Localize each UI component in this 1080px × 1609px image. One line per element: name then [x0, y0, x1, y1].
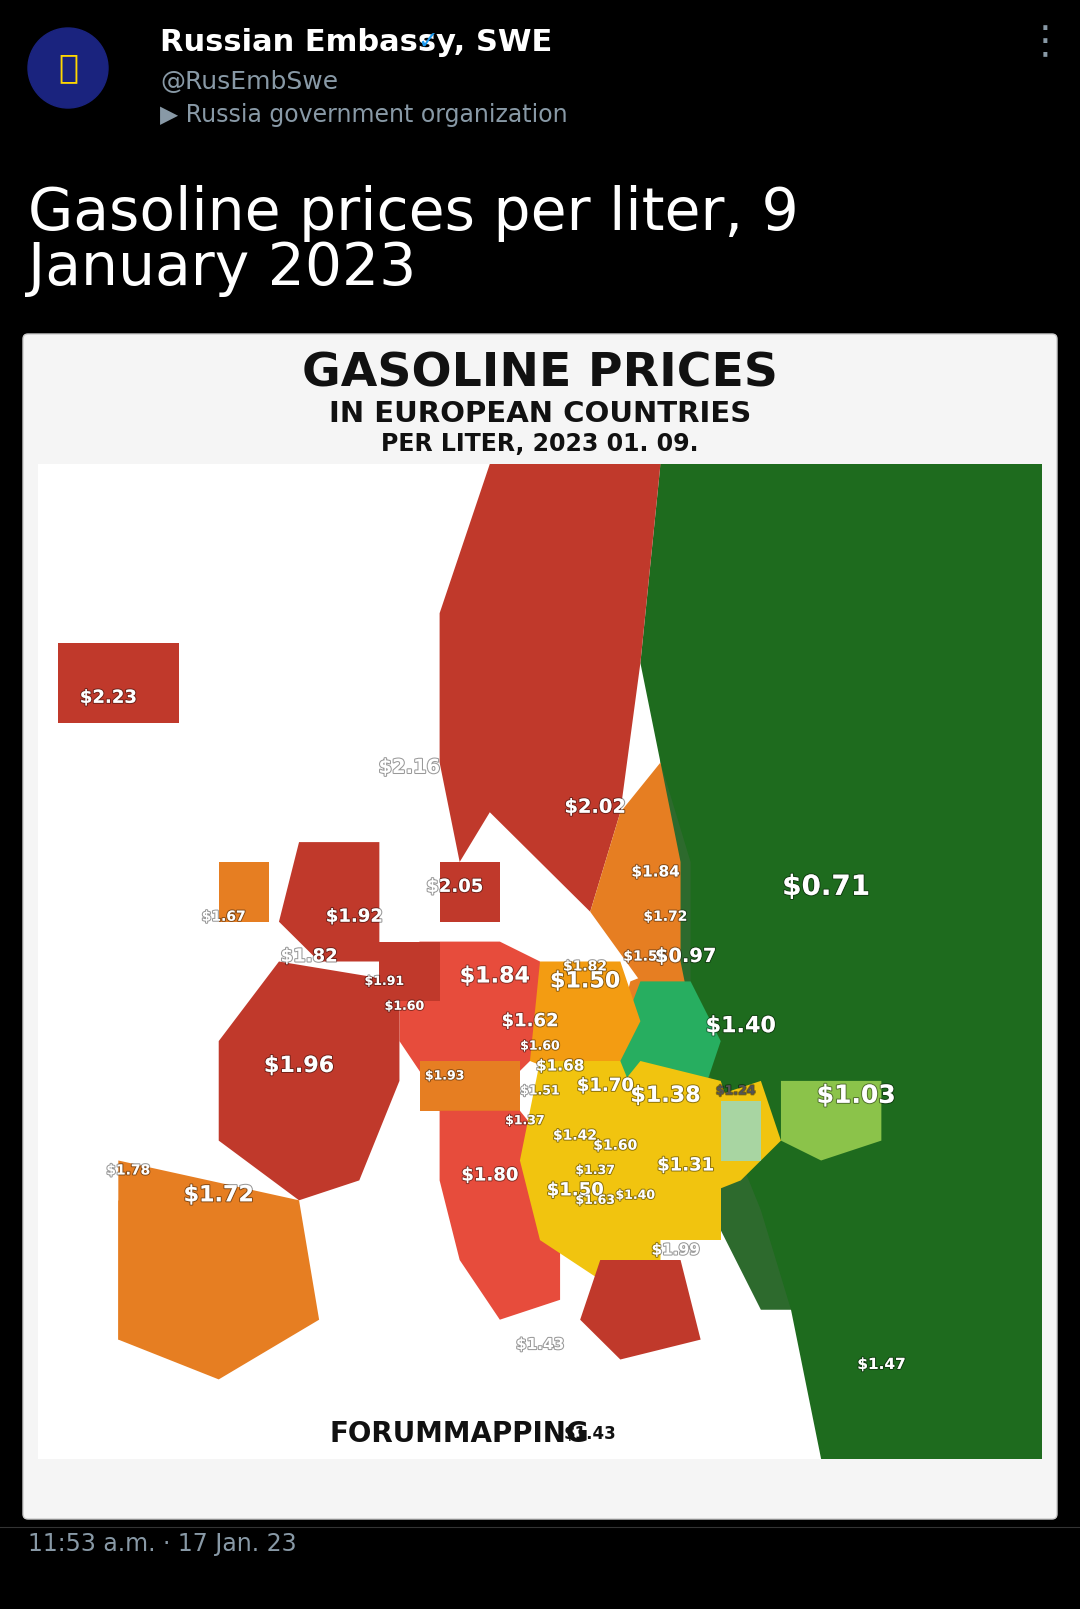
Text: $1.82: $1.82 — [563, 959, 607, 973]
Text: $2.16: $2.16 — [379, 758, 441, 777]
Text: $1.40: $1.40 — [616, 1189, 656, 1202]
Text: $1.91: $1.91 — [365, 975, 404, 988]
Text: ⋮: ⋮ — [1026, 23, 1065, 61]
Polygon shape — [219, 962, 400, 1200]
Text: January 2023: January 2023 — [28, 240, 416, 298]
Text: $1.50: $1.50 — [546, 1181, 604, 1199]
Text: $1.40: $1.40 — [705, 1017, 777, 1036]
Polygon shape — [58, 644, 178, 722]
Text: $1.47: $1.47 — [858, 1356, 905, 1372]
Polygon shape — [119, 1200, 199, 1340]
Polygon shape — [600, 1081, 781, 1200]
Text: $1.24: $1.24 — [716, 1084, 756, 1097]
Text: IN EUROPEAN COUNTRIES: IN EUROPEAN COUNTRIES — [329, 401, 751, 428]
Polygon shape — [580, 1260, 701, 1360]
Text: $1.63: $1.63 — [576, 1194, 615, 1207]
Text: $2.23: $2.23 — [80, 689, 137, 706]
Polygon shape — [440, 862, 500, 922]
Text: $1.03: $1.03 — [816, 1084, 896, 1109]
Polygon shape — [379, 941, 440, 1001]
Polygon shape — [510, 962, 640, 1081]
Text: 11:53 a.m. · 17 Jan. 23: 11:53 a.m. · 17 Jan. 23 — [28, 1532, 297, 1556]
Polygon shape — [781, 1081, 881, 1160]
Text: ▶ Russia government organization: ▶ Russia government organization — [160, 103, 568, 127]
Polygon shape — [519, 1060, 661, 1279]
Text: ✓: ✓ — [410, 31, 438, 55]
Text: 🦅: 🦅 — [58, 51, 78, 85]
Text: $1.92: $1.92 — [326, 907, 382, 925]
Text: $1.80: $1.80 — [461, 1167, 518, 1184]
Text: $1.84: $1.84 — [460, 967, 530, 986]
Text: PER LITER, 2023 01. 09.: PER LITER, 2023 01. 09. — [381, 431, 699, 455]
Text: $0.97: $0.97 — [654, 948, 716, 965]
Text: $1.37: $1.37 — [505, 1113, 544, 1128]
Polygon shape — [440, 463, 661, 912]
Text: Gasoline prices per liter, 9: Gasoline prices per liter, 9 — [28, 185, 799, 241]
Text: $1.51: $1.51 — [521, 1084, 559, 1097]
Text: $1.43: $1.43 — [516, 1337, 564, 1352]
Polygon shape — [640, 463, 1042, 1459]
Text: $1.42: $1.42 — [553, 1128, 597, 1142]
Text: $1.31: $1.31 — [657, 1157, 714, 1175]
Text: $1.50: $1.50 — [550, 972, 620, 991]
Circle shape — [28, 27, 108, 108]
Polygon shape — [661, 463, 1042, 1310]
Text: $1.78: $1.78 — [106, 1163, 150, 1178]
Text: $2.02: $2.02 — [565, 798, 626, 817]
Polygon shape — [610, 981, 720, 1101]
Polygon shape — [419, 1060, 519, 1110]
Polygon shape — [279, 842, 379, 962]
Text: $2.05: $2.05 — [427, 879, 483, 896]
Polygon shape — [440, 1110, 561, 1319]
Text: $1.67: $1.67 — [202, 909, 246, 924]
Text: $1.70: $1.70 — [577, 1076, 634, 1094]
Text: $1.43: $1.43 — [564, 1426, 617, 1443]
Text: $1.37: $1.37 — [576, 1163, 615, 1176]
FancyBboxPatch shape — [23, 335, 1057, 1519]
Text: $1.99: $1.99 — [651, 1242, 700, 1258]
FancyBboxPatch shape — [38, 463, 1042, 1459]
Text: $1.84: $1.84 — [632, 864, 679, 880]
Text: $1.60: $1.60 — [593, 1139, 637, 1152]
Text: GASOLINE PRICES: GASOLINE PRICES — [302, 351, 778, 396]
Text: $1.72: $1.72 — [644, 909, 688, 924]
Text: $1.72: $1.72 — [184, 1186, 254, 1205]
Text: @RusEmbSwe: @RusEmbSwe — [160, 71, 338, 93]
Polygon shape — [620, 962, 690, 1041]
Polygon shape — [600, 1060, 741, 1181]
Polygon shape — [119, 1160, 319, 1379]
Text: $1.56: $1.56 — [623, 949, 667, 964]
Text: $1.62: $1.62 — [501, 1012, 558, 1030]
Text: $1.60: $1.60 — [521, 1039, 559, 1052]
Text: $1.60: $1.60 — [384, 999, 424, 1012]
Text: $1.82: $1.82 — [281, 948, 338, 965]
Text: $1.96: $1.96 — [264, 1056, 334, 1076]
Polygon shape — [219, 862, 269, 922]
Text: $1.93: $1.93 — [424, 1070, 464, 1083]
Polygon shape — [590, 763, 680, 981]
Polygon shape — [640, 1181, 720, 1241]
Polygon shape — [400, 941, 540, 1101]
Polygon shape — [720, 1101, 761, 1160]
Text: $0.71: $0.71 — [782, 872, 870, 901]
Text: $1.38: $1.38 — [631, 1086, 701, 1105]
Text: Russian Embassy, SWE: Russian Embassy, SWE — [160, 27, 552, 56]
Text: $1.68: $1.68 — [536, 1059, 584, 1073]
Text: FORUMMAPPING: FORUMMAPPING — [329, 1421, 590, 1448]
